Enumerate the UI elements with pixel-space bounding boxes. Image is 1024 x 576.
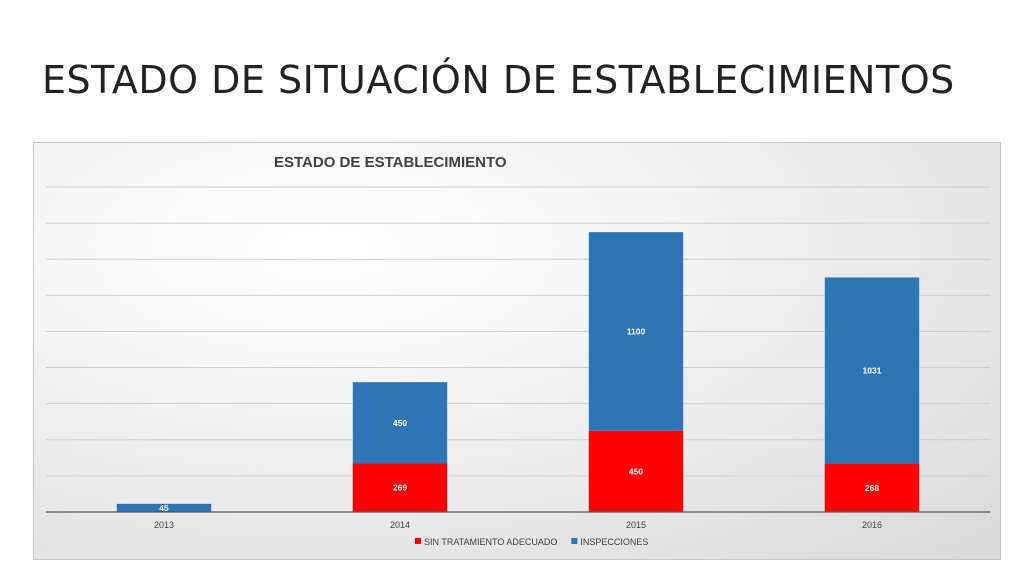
legend-label: SIN TRATAMIENTO ADECUADO (424, 537, 557, 547)
legend-swatch (571, 538, 578, 544)
bar-inspecciones-2014 (352, 382, 448, 464)
bars (116, 232, 920, 512)
x-tick-label: 2014 (390, 520, 410, 530)
x-tick-labels: 2013 2014 2015 2016 (154, 520, 882, 530)
bar-inspecciones-2015 (588, 232, 684, 431)
x-tick-label: 2016 (862, 520, 882, 530)
data-label: 268 (865, 483, 879, 493)
chart-title: ESTADO DE ESTABLECIMIENTO (274, 154, 507, 171)
x-tick-label: 2015 (626, 520, 646, 530)
legend: SIN TRATAMIENTO ADECUADO INSPECCIONES (415, 537, 648, 547)
data-label: 450 (629, 466, 643, 476)
legend-label: INSPECCIONES (580, 537, 648, 547)
slide-title: ESTADO DE SITUACIÓN DE ESTABLECIMIENTOS (42, 58, 955, 102)
data-label: 1100 (627, 326, 646, 336)
data-label: 1031 (863, 366, 882, 376)
legend-swatch (415, 538, 421, 544)
data-label: 450 (393, 418, 407, 428)
data-label: 269 (393, 483, 407, 493)
chart-panel: ESTADO DE ESTABLECIMIENTO 2013 2014 2015 20… (33, 142, 1001, 560)
bar-sin-tratamiento-2014 (352, 463, 448, 512)
gridlines (46, 186, 990, 477)
x-tick-label: 2013 (154, 520, 174, 530)
bar-sin-tratamiento-2016 (824, 463, 920, 512)
bar-inspecciones-2016 (824, 277, 920, 464)
stacked-bar-chart: ESTADO DE ESTABLECIMIENTO 2013 2014 2015 20… (46, 154, 990, 547)
data-label: 45 (159, 503, 169, 513)
bar-sin-tratamiento-2015 (588, 430, 684, 512)
bar-inspecciones-2013 (116, 503, 212, 512)
data-labels: 45 269 450 450 1100 268 1031 (159, 326, 881, 512)
